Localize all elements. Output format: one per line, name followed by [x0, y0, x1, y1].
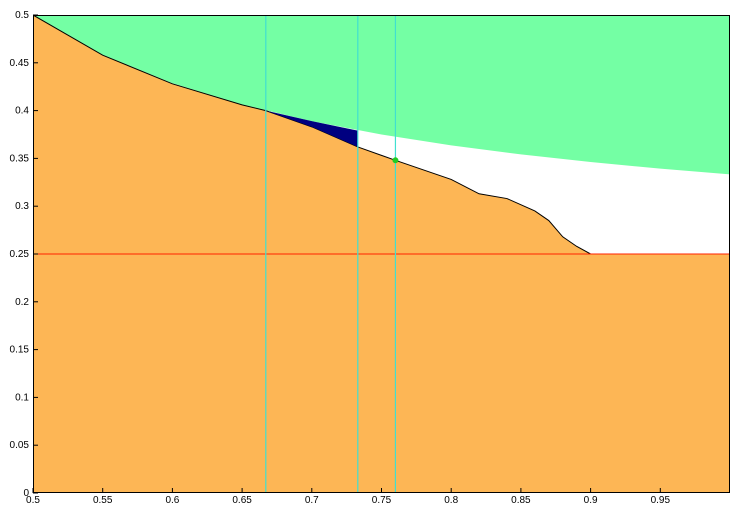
plot-layer	[33, 15, 730, 493]
y-tick-label: 0.05	[10, 440, 30, 451]
x-tick-label: 0.7	[305, 495, 319, 506]
x-tick-label: 0.75	[372, 495, 392, 506]
y-tick-label: 0.1	[15, 392, 29, 403]
y-tick-label: 0	[23, 488, 29, 499]
x-tick-label: 0.5	[26, 495, 40, 506]
y-tick-label: 0.45	[10, 58, 30, 69]
x-tick-label: 0.55	[93, 495, 113, 506]
x-tick-label: 0.95	[651, 495, 671, 506]
y-tick-label: 0.35	[10, 153, 30, 164]
y-tick-label: 0.4	[15, 106, 29, 117]
y-tick-label: 0.3	[15, 201, 29, 212]
axes: 0.5 0.55 0.6 0.65 0.7 0.75 0.8 0.85 0.9 0.95 0 0.05…	[10, 10, 730, 506]
x-tick-label: 0.65	[232, 495, 252, 506]
y-tick-label: 0.2	[15, 297, 29, 308]
region-fill	[33, 15, 730, 175]
x-tick-label: 0.85	[511, 495, 531, 506]
y-tick-label: 0.15	[10, 345, 30, 356]
point	[392, 157, 399, 164]
boundary-line	[33, 15, 730, 255]
region-fill	[265, 110, 358, 147]
x-tick-label: 0.6	[165, 495, 179, 506]
y-tick-label: 0.25	[10, 249, 30, 260]
x-tick-label: 0.8	[444, 495, 458, 506]
y-tick-label: 0.5	[15, 10, 29, 21]
x-tick-label: 0.9	[584, 495, 598, 506]
